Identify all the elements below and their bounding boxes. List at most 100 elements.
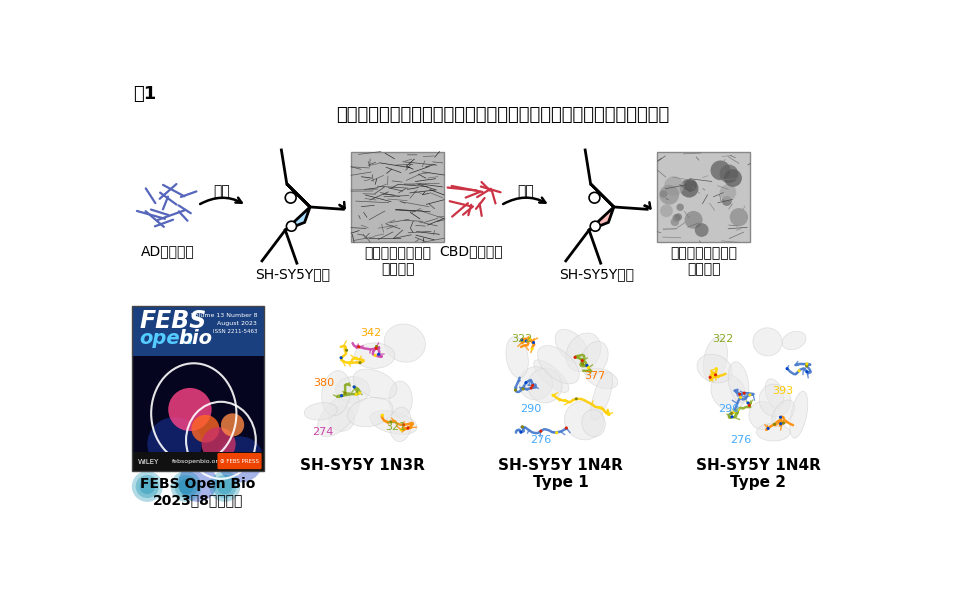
- Text: 図1: 図1: [133, 85, 157, 102]
- Circle shape: [217, 479, 232, 494]
- Text: SH-SY5Y 1N4R
Type 1: SH-SY5Y 1N4R Type 1: [498, 458, 623, 491]
- Circle shape: [519, 431, 522, 434]
- Ellipse shape: [369, 411, 416, 435]
- Text: 322: 322: [712, 335, 734, 345]
- Circle shape: [520, 339, 523, 342]
- Text: 380: 380: [314, 378, 334, 388]
- Text: 274: 274: [312, 427, 333, 437]
- Text: SH-SY5Y細胞: SH-SY5Y細胞: [560, 267, 634, 281]
- Circle shape: [528, 337, 531, 340]
- Text: 細胞から抽出した
タウ線維: 細胞から抽出した タウ線維: [670, 246, 737, 276]
- Ellipse shape: [354, 343, 395, 368]
- Text: ⊛ FEBS PRESS: ⊛ FEBS PRESS: [220, 459, 259, 464]
- Circle shape: [214, 475, 236, 498]
- Circle shape: [345, 349, 348, 352]
- Circle shape: [786, 367, 789, 370]
- Circle shape: [355, 393, 358, 396]
- Circle shape: [695, 223, 709, 237]
- Circle shape: [375, 345, 378, 348]
- Circle shape: [400, 428, 403, 431]
- Circle shape: [348, 361, 351, 365]
- FancyBboxPatch shape: [218, 453, 262, 469]
- Circle shape: [539, 429, 542, 433]
- Circle shape: [581, 362, 584, 365]
- Ellipse shape: [519, 367, 553, 400]
- Circle shape: [147, 417, 202, 471]
- Circle shape: [739, 396, 742, 399]
- Ellipse shape: [760, 384, 791, 417]
- Circle shape: [377, 353, 380, 356]
- Text: 322: 322: [511, 335, 532, 345]
- Text: open: open: [139, 329, 194, 348]
- Circle shape: [340, 394, 343, 397]
- Circle shape: [806, 370, 808, 373]
- Circle shape: [381, 413, 384, 416]
- Text: SH-SY5Y 1N4R
Type 2: SH-SY5Y 1N4R Type 2: [696, 458, 820, 491]
- Ellipse shape: [534, 360, 569, 392]
- Circle shape: [174, 475, 198, 498]
- Circle shape: [598, 406, 602, 409]
- Circle shape: [724, 169, 742, 187]
- Circle shape: [743, 392, 746, 395]
- Circle shape: [747, 402, 750, 405]
- Ellipse shape: [586, 368, 617, 389]
- Circle shape: [355, 357, 358, 360]
- Bar: [131, 306, 264, 471]
- Circle shape: [660, 190, 667, 198]
- Ellipse shape: [697, 355, 732, 383]
- Polygon shape: [285, 207, 310, 230]
- Circle shape: [339, 356, 343, 359]
- Circle shape: [749, 393, 752, 396]
- Circle shape: [402, 423, 405, 426]
- Circle shape: [564, 426, 567, 429]
- Circle shape: [589, 193, 600, 203]
- Circle shape: [590, 221, 601, 231]
- Circle shape: [685, 211, 703, 229]
- Ellipse shape: [790, 391, 808, 438]
- Circle shape: [529, 386, 533, 389]
- Circle shape: [202, 427, 235, 461]
- Ellipse shape: [321, 370, 351, 416]
- Ellipse shape: [782, 331, 806, 350]
- Circle shape: [782, 421, 785, 425]
- Circle shape: [358, 391, 361, 395]
- Circle shape: [719, 184, 736, 201]
- Text: 342: 342: [360, 328, 381, 338]
- Text: SH-SY5Y細胞: SH-SY5Y細胞: [256, 267, 330, 281]
- Circle shape: [660, 185, 679, 204]
- Circle shape: [730, 208, 748, 226]
- Text: FEBS Open Bio
2023年8月号表紙: FEBS Open Bio 2023年8月号表紙: [140, 477, 256, 508]
- Text: 増幅: 増幅: [214, 184, 230, 198]
- Circle shape: [674, 213, 682, 221]
- Polygon shape: [591, 184, 613, 207]
- Circle shape: [357, 345, 361, 348]
- Ellipse shape: [537, 346, 579, 384]
- Circle shape: [779, 416, 782, 419]
- Circle shape: [532, 341, 535, 344]
- Circle shape: [220, 413, 244, 436]
- Ellipse shape: [772, 400, 795, 427]
- Bar: [131, 356, 264, 452]
- Circle shape: [585, 364, 588, 367]
- Ellipse shape: [318, 393, 360, 436]
- Text: 393: 393: [772, 386, 794, 396]
- Circle shape: [210, 471, 240, 502]
- Ellipse shape: [389, 381, 413, 418]
- Ellipse shape: [753, 328, 782, 356]
- Text: 290: 290: [718, 404, 739, 414]
- Ellipse shape: [528, 368, 563, 403]
- Circle shape: [714, 373, 717, 376]
- Circle shape: [587, 366, 590, 369]
- Circle shape: [169, 388, 212, 431]
- Circle shape: [711, 374, 714, 377]
- Ellipse shape: [710, 374, 746, 411]
- Circle shape: [373, 354, 376, 357]
- Circle shape: [737, 408, 740, 411]
- Circle shape: [531, 384, 534, 387]
- Circle shape: [524, 339, 528, 343]
- Ellipse shape: [749, 402, 776, 430]
- Bar: [658, 151, 751, 243]
- Ellipse shape: [390, 407, 412, 442]
- Circle shape: [555, 431, 559, 434]
- Circle shape: [670, 218, 679, 226]
